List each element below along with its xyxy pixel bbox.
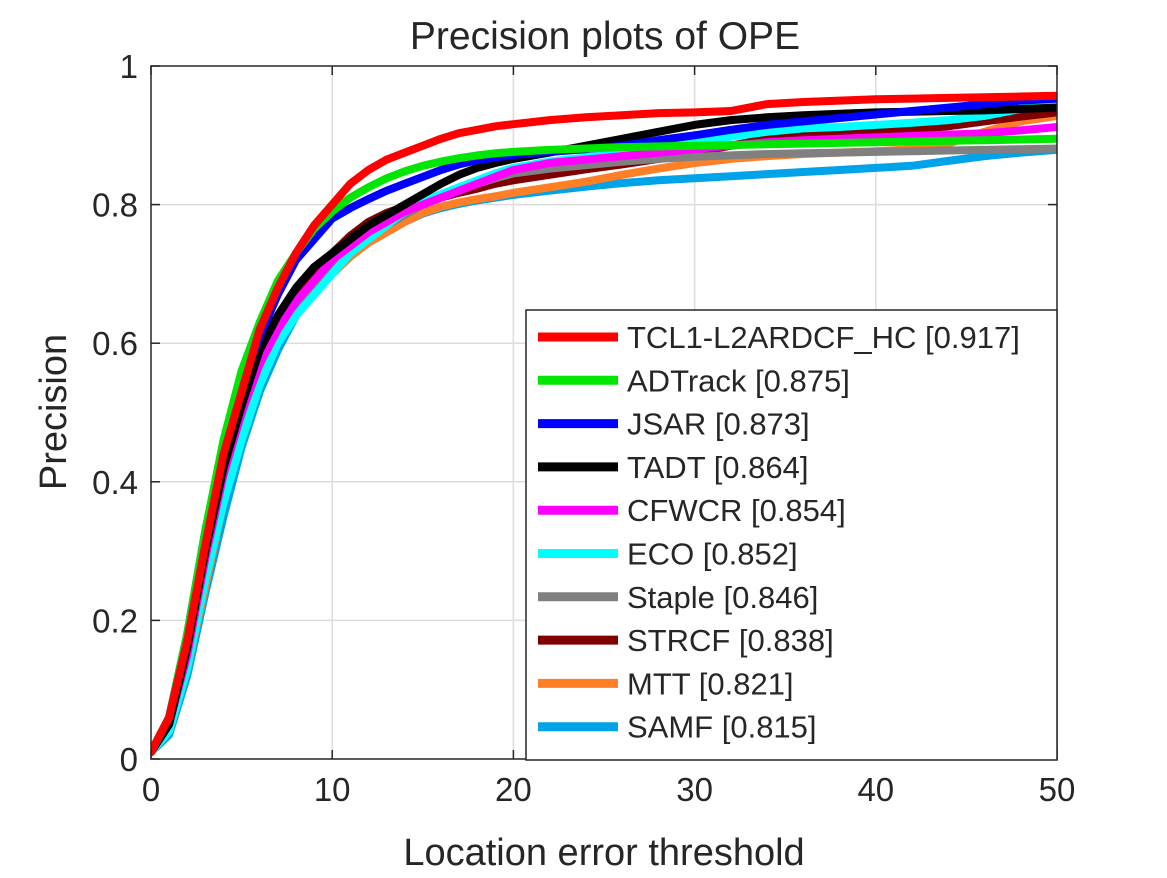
- legend-label: CFWCR [0.854]: [627, 493, 846, 528]
- y-tick-label: 0.2: [92, 602, 138, 639]
- legend-label: ADTrack [0.875]: [627, 363, 850, 398]
- y-tick-label: 0.8: [92, 187, 138, 224]
- chart-title: Precision plots of OPE: [410, 15, 800, 58]
- y-tick-labels: 0 0.2 0.4 0.6 0.8 1: [92, 48, 138, 778]
- legend-label: ECO [0.852]: [627, 537, 798, 572]
- y-tick-label: 1: [120, 48, 138, 85]
- y-tick-label: 0: [120, 741, 138, 778]
- legend-label: MTT [0.821]: [627, 666, 794, 701]
- legend: TCL1-L2ARDCF_HC [0.917] ADTrack [0.875] JS…: [525, 309, 1058, 761]
- y-tick-label: 0.6: [92, 325, 138, 362]
- x-tick-label: 0: [142, 771, 160, 808]
- x-tick-label: 50: [1039, 771, 1076, 808]
- y-axis-label: Precision: [33, 334, 75, 490]
- legend-label: JSAR [0.873]: [627, 407, 810, 442]
- x-tick-label: 40: [857, 771, 894, 808]
- y-tick-label: 0.4: [92, 464, 138, 501]
- series-line-1: [151, 91, 1057, 757]
- legend-label: TCL1-L2ARDCF_HC [0.917]: [627, 320, 1020, 355]
- x-axis-label: Location error threshold: [403, 832, 804, 874]
- legend-label: SAMF [0.815]: [627, 710, 817, 745]
- x-tick-label: 20: [495, 771, 532, 808]
- legend-label: STRCF [0.838]: [627, 623, 834, 658]
- x-tick-label: 10: [314, 771, 351, 808]
- x-tick-labels: 0 10 20 30 40 50: [142, 771, 1076, 808]
- series-layer: [151, 91, 1057, 757]
- x-tick-label: 30: [676, 771, 713, 808]
- legend-label: Staple [0.846]: [627, 580, 818, 615]
- legend-label: TADT [0.864]: [627, 450, 809, 485]
